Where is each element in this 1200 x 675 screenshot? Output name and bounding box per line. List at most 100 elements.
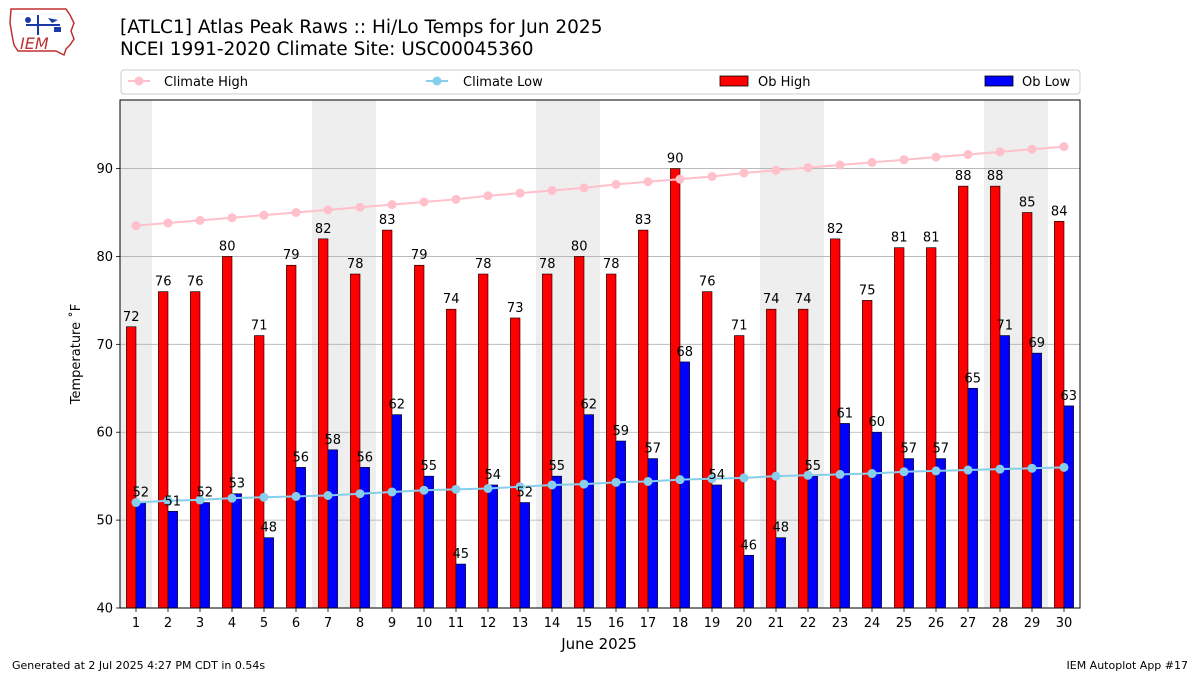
climate-low-point: [355, 489, 365, 499]
climate-low-point: [131, 498, 141, 508]
climate-high-point: [931, 152, 941, 162]
ob-low-value-label: 55: [805, 459, 822, 474]
ob-high-value-label: 78: [603, 257, 620, 272]
x-tick-label: 24: [864, 616, 881, 631]
climate-low-point: [707, 474, 717, 484]
climate-low-point: [963, 465, 973, 475]
title-line-1: [ATLC1] Atlas Peak Raws :: Hi/Lo Temps f…: [120, 17, 603, 38]
ob-high-bar: [926, 247, 937, 609]
climate-high-point: [547, 186, 557, 196]
climate-low-line: [135, 466, 1065, 504]
legend-ob-high-label: Ob High: [758, 75, 811, 90]
legend-ob-low-label: Ob Low: [1022, 75, 1071, 90]
ob-low-value-label: 58: [325, 433, 342, 448]
ob-high-bar: [990, 185, 1001, 609]
ob-high-value-label: 78: [475, 257, 492, 272]
x-tick-label: 9: [388, 616, 396, 631]
x-tick-label: 22: [800, 616, 817, 631]
ob-high-value-label: 74: [443, 292, 460, 307]
ob-low-bar: [295, 467, 306, 609]
climate-low-point: [387, 487, 397, 497]
ob-low-bar: [711, 484, 722, 609]
climate-low-point: [931, 466, 941, 476]
ob-low-bar: [551, 475, 562, 609]
ob-high-value-label: 82: [827, 222, 844, 237]
title-line-2: NCEI 1991-2020 Climate Site: USC00045360: [120, 39, 534, 60]
climate-high-point: [771, 165, 781, 175]
ob-high-bar: [862, 300, 873, 609]
legend-climate-low-label: Climate Low: [463, 75, 543, 90]
ob-low-bar: [1031, 352, 1042, 609]
ob-high-bar: [510, 317, 521, 609]
ob-low-bar: [1063, 405, 1074, 609]
x-tick-label: 19: [704, 616, 721, 631]
ob-low-value-label: 62: [581, 398, 598, 413]
ob-high-bar: [638, 229, 649, 609]
legend-climate-high-label: Climate High: [164, 75, 248, 90]
ob-high-bar: [350, 273, 361, 609]
climate-high-point: [483, 191, 493, 201]
legend: Climate High Climate Low Ob High Ob Low: [120, 69, 1081, 95]
ob-high-value-label: 88: [987, 169, 1004, 184]
ob-high-bar: [254, 335, 265, 609]
climate-low-point: [451, 484, 461, 494]
ob-high-bar: [382, 229, 393, 609]
ob-high-value-label: 71: [251, 319, 268, 334]
x-tick-label: 8: [356, 616, 364, 631]
climate-low-point: [1027, 463, 1037, 473]
ob-high-bar: [158, 291, 169, 609]
x-tick-label: 26: [928, 616, 945, 631]
climate-low-point: [483, 483, 493, 493]
ob-high-bar: [414, 264, 425, 609]
ob-high-value-label: 80: [571, 239, 588, 254]
climate-high-point: [163, 218, 173, 228]
ob-high-value-label: 78: [347, 257, 364, 272]
climate-high-point: [419, 197, 429, 207]
ob-high-bar: [446, 308, 457, 609]
ob-high-value-label: 75: [859, 283, 876, 298]
climate-high-point: [259, 210, 269, 220]
x-tick-label: 6: [292, 616, 300, 631]
x-tick-label: 29: [1024, 616, 1041, 631]
climate-high-point: [835, 160, 845, 170]
climate-high-point: [1059, 142, 1069, 152]
ob-high-bar: [478, 273, 489, 609]
ob-high-bar: [190, 291, 201, 609]
ob-high-value-label: 71: [731, 319, 748, 334]
climate-high-point: [291, 207, 301, 217]
climate-low-point: [323, 491, 333, 501]
x-tick-label: 10: [416, 616, 433, 631]
x-tick-label: 17: [640, 616, 657, 631]
ob-low-value-label: 52: [517, 486, 534, 501]
climate-low-point: [739, 473, 749, 483]
ob-low-bar: [487, 484, 498, 609]
ob-high-bar: [286, 264, 297, 609]
y-tick-label: 60: [96, 426, 113, 441]
y-tick-label: 90: [96, 162, 113, 177]
y-tick-label: 50: [96, 514, 113, 529]
app-label: IEM Autoplot App #17: [1066, 659, 1189, 672]
climate-high-point: [963, 149, 973, 159]
ob-low-bar: [615, 440, 626, 609]
ob-low-value-label: 56: [293, 450, 310, 465]
legend-climate-high-marker: [134, 76, 144, 86]
ob-high-bar: [606, 273, 617, 609]
climate-high-point: [515, 188, 525, 198]
climate-low-point: [419, 485, 429, 495]
ob-low-value-label: 60: [869, 415, 886, 430]
climate-high-point: [451, 194, 461, 204]
ob-low-bar: [967, 387, 978, 609]
ob-low-bar: [679, 361, 690, 609]
x-tick-label: 25: [896, 616, 913, 631]
climate-high-line: [135, 145, 1065, 227]
ob-low-value-label: 63: [1061, 389, 1078, 404]
x-tick-label: 16: [608, 616, 625, 631]
ob-high-value-label: 83: [635, 213, 652, 228]
climate-high-point: [739, 168, 749, 178]
x-tick-label: 30: [1056, 616, 1073, 631]
climate-high-point: [387, 200, 397, 210]
ob-high-bar: [1054, 220, 1065, 609]
climate-low-point: [643, 476, 653, 486]
climate-low-point: [803, 470, 813, 480]
